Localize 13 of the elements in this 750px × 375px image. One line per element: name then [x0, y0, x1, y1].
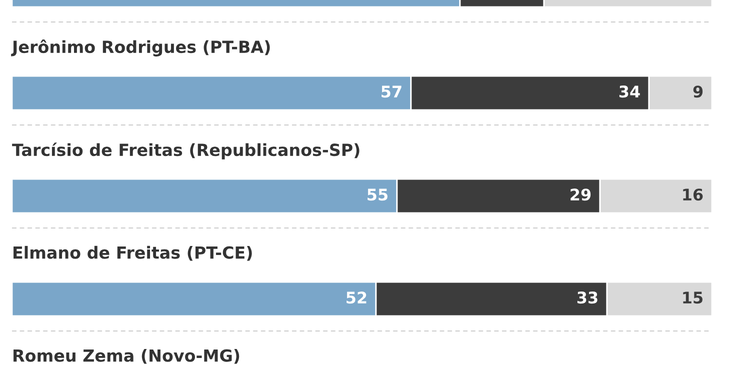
- y-tick-label: Jerônimo Rodrigues (PT-BA): [11, 40, 270, 56]
- data-label: 15: [683, 292, 702, 304]
- data-label: 9: [693, 86, 703, 98]
- data-label: 55: [368, 188, 388, 201]
- y-tick-label: Romeu Zema (Novo-MG): [14, 348, 240, 364]
- y-tick-label: Tarcísio de Freitas (Republicanos-SP): [12, 142, 360, 160]
- data-label: 33: [577, 292, 598, 304]
- y-tick-label: Elmano de Freitas (PT-CE): [14, 246, 252, 261]
- data-label: 29: [570, 188, 591, 201]
- data-label: 34: [619, 86, 640, 98]
- data-label: 16: [683, 188, 703, 201]
- data-label: 57: [382, 86, 402, 98]
- data-label: 52: [346, 292, 366, 304]
